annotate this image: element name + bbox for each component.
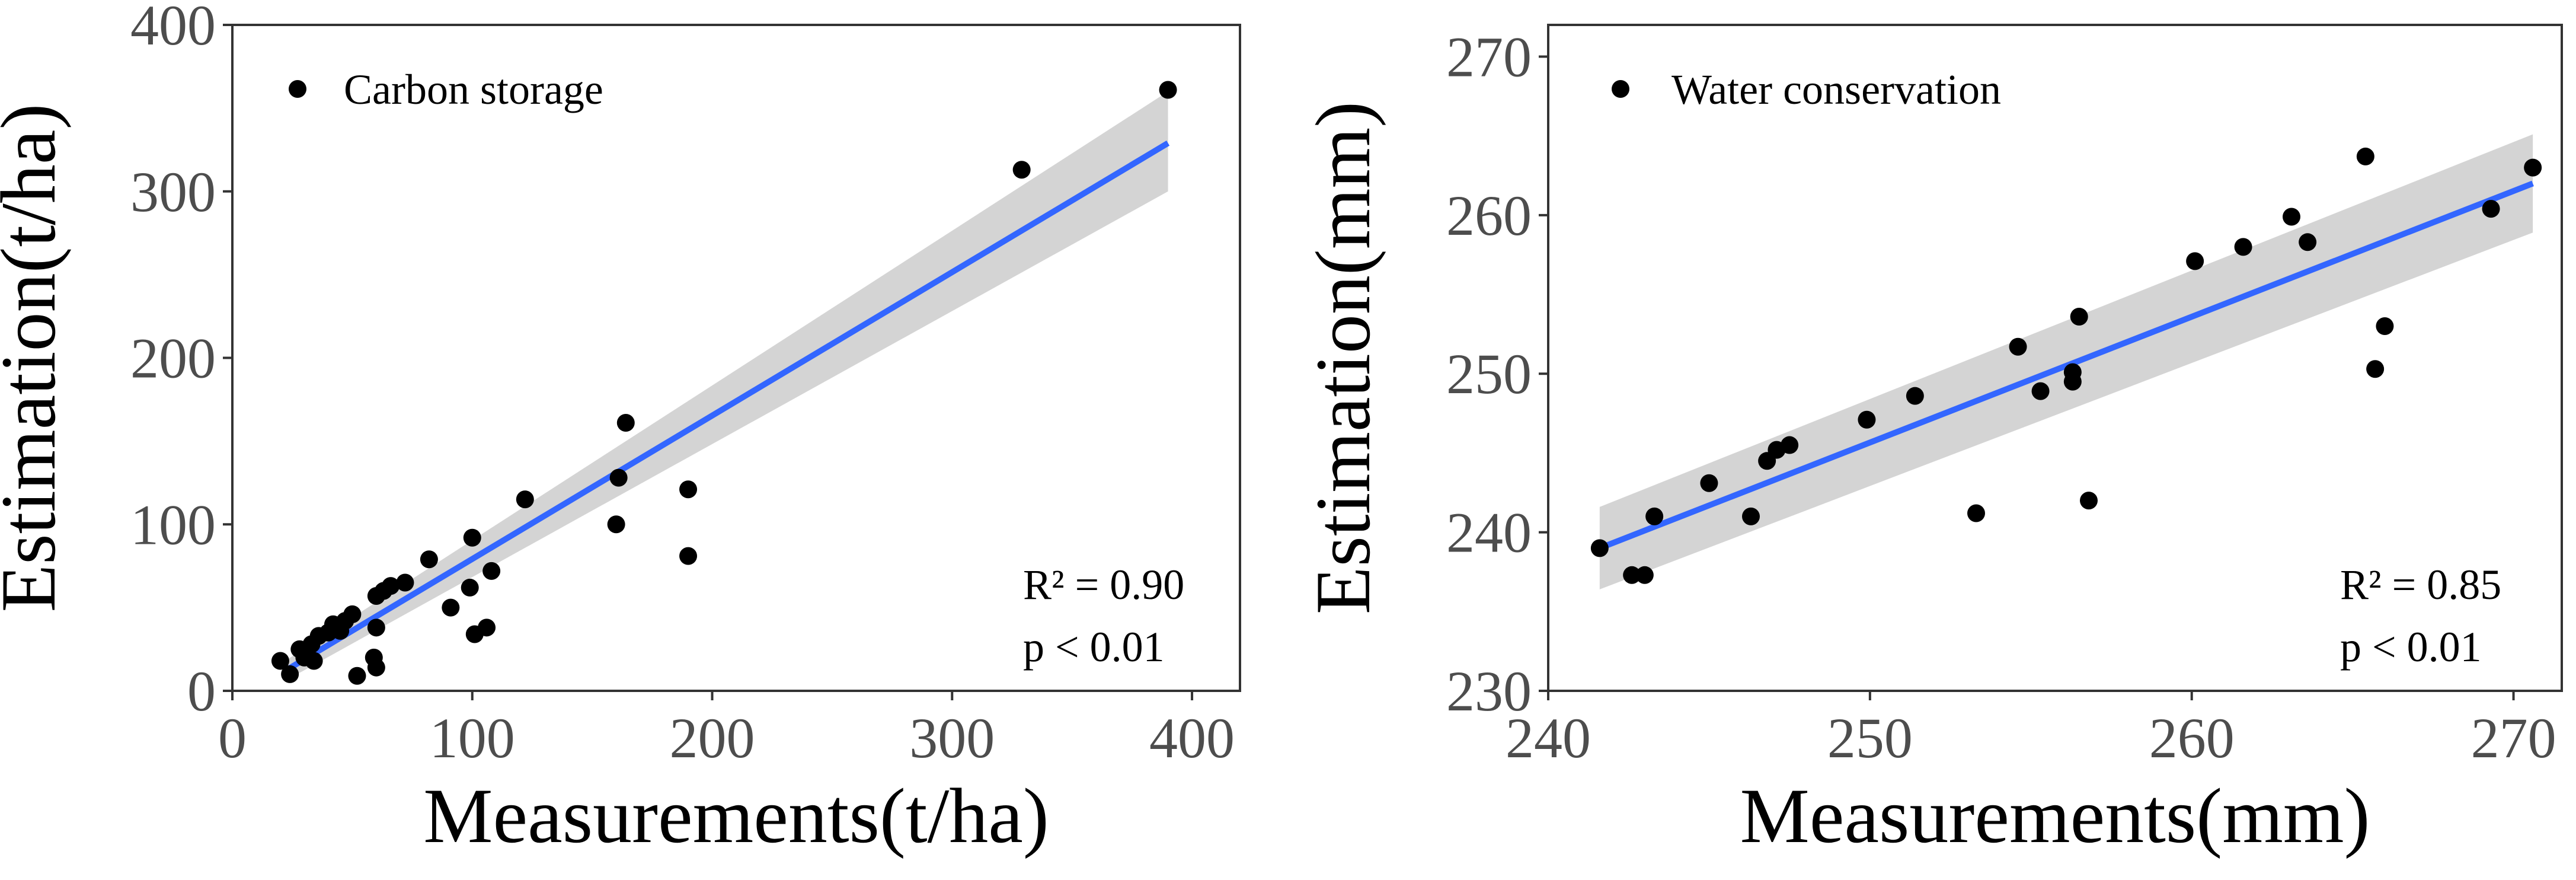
confidence-band — [285, 91, 1168, 681]
data-point — [1590, 539, 1609, 557]
x-tick-label: 260 — [2149, 706, 2235, 770]
legend-label: Water conservation — [1671, 66, 2001, 113]
data-point — [1906, 387, 1924, 405]
data-point — [607, 515, 625, 534]
data-point — [442, 598, 460, 617]
data-point — [305, 652, 323, 670]
p-value-annotation: p < 0.01 — [1023, 623, 1165, 671]
data-point — [1967, 504, 1985, 522]
y-tick-label: 270 — [1446, 25, 1532, 88]
x-tick-label: 270 — [2471, 706, 2556, 770]
carbon-storage-panel: 0 100 200 300 400 0 100 200 300 400 Measurements(t… — [0, 0, 1241, 859]
confidence-band — [1599, 134, 2533, 589]
data-point — [2186, 252, 2204, 270]
data-point — [2356, 147, 2374, 165]
r-squared-annotation: R² = 0.85 — [2340, 561, 2501, 608]
y-tick-label: 400 — [130, 0, 216, 57]
data-point — [482, 562, 501, 580]
data-point — [396, 573, 414, 592]
data-point — [348, 667, 366, 685]
y-tick-label: 240 — [1446, 501, 1532, 565]
data-point — [2070, 307, 2088, 326]
y-tick-label: 300 — [130, 160, 216, 224]
x-tick-label: 300 — [909, 706, 995, 770]
data-point — [343, 605, 362, 623]
data-point — [2366, 360, 2385, 378]
data-point — [2063, 372, 2082, 391]
legend-marker — [1612, 80, 1629, 98]
x-tick-label: 250 — [1827, 706, 1913, 770]
data-point — [679, 547, 698, 565]
data-point — [478, 618, 496, 637]
data-point — [2482, 200, 2500, 218]
data-point — [2376, 317, 2394, 336]
data-point — [461, 578, 479, 597]
x-axis-title: Measurements(t/ha) — [423, 772, 1049, 859]
y-tick-label: 230 — [1446, 659, 1532, 723]
regression-line — [1599, 180, 2534, 551]
y-tick-label: 200 — [130, 327, 216, 390]
legend-label: Carbon storage — [344, 66, 603, 113]
data-point — [367, 618, 385, 637]
x-tick-label: 240 — [1506, 706, 1591, 770]
x-tick-label: 0 — [218, 706, 247, 770]
data-point — [2524, 158, 2542, 177]
water-conservation-panel: 240 250 260 270230240250260270Measurements(… — [1299, 24, 2563, 859]
y-tick-label: 100 — [130, 493, 216, 556]
data-point — [2234, 238, 2252, 256]
legend-marker — [289, 80, 306, 98]
data-point — [609, 468, 628, 487]
data-point — [2009, 337, 2027, 356]
data-point — [1700, 474, 1718, 492]
y-tick-label: 0 — [187, 659, 216, 723]
y-tick-label: 250 — [1446, 342, 1532, 406]
plot-frame — [1547, 24, 2563, 692]
data-point — [1858, 410, 1876, 429]
data-point — [382, 577, 400, 595]
data-point — [2080, 492, 2098, 510]
x-axis-title: Measurements(mm) — [1740, 772, 2370, 859]
y-tick-label: 260 — [1446, 184, 1532, 247]
data-point — [1635, 566, 1654, 584]
data-point — [463, 528, 481, 547]
data-point — [281, 665, 299, 683]
data-point — [1623, 566, 1641, 584]
r-squared-annotation: R² = 0.90 — [1023, 561, 1184, 608]
y-axis-title: Estimation(mm) — [1299, 101, 1386, 614]
data-point — [2283, 208, 2300, 226]
data-point — [679, 480, 698, 499]
y-axis-title: Estimation(t/ha) — [0, 104, 72, 613]
data-point — [2299, 233, 2317, 251]
p-value-annotation: p < 0.01 — [2340, 623, 2482, 671]
x-tick-label: 100 — [430, 706, 515, 770]
data-point — [616, 413, 635, 432]
data-point — [1742, 507, 1760, 525]
x-tick-label: 400 — [1149, 706, 1235, 770]
x-tick-label: 200 — [670, 706, 755, 770]
data-point — [1012, 161, 1031, 179]
data-point — [2031, 382, 2050, 400]
data-point — [1645, 507, 1664, 525]
data-point — [1781, 436, 1799, 454]
regression-line — [283, 141, 1170, 674]
data-point — [516, 490, 534, 509]
data-point — [1159, 81, 1177, 99]
data-point — [420, 550, 438, 569]
data-point — [271, 652, 289, 670]
data-point — [367, 658, 385, 677]
